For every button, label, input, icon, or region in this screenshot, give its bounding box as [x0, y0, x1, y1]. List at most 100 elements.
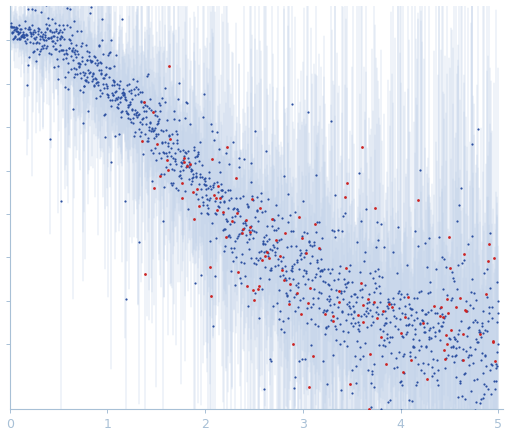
Point [389, 312, 398, 319]
Point [97, 66, 105, 73]
Point [486, 284, 494, 291]
Point [444, 351, 453, 358]
Point [318, 267, 326, 274]
Point [296, 251, 304, 258]
Point [111, 88, 119, 95]
Point [461, 396, 469, 403]
Point [296, 246, 304, 253]
Point [301, 281, 309, 288]
Point [461, 306, 469, 313]
Point [233, 205, 241, 212]
Point [371, 204, 379, 211]
Point [159, 184, 167, 191]
Point [390, 364, 398, 371]
Point [32, 40, 40, 47]
Point [410, 330, 418, 337]
Point [108, 90, 116, 97]
Point [169, 166, 178, 173]
Point [436, 313, 444, 320]
Point [291, 308, 299, 315]
Point [391, 323, 399, 329]
Point [350, 309, 358, 316]
Point [138, 88, 146, 95]
Point [281, 274, 290, 281]
Point [370, 360, 378, 367]
Point [166, 161, 175, 168]
Point [238, 250, 246, 257]
Point [359, 352, 367, 359]
Point [435, 327, 443, 334]
Point [95, 43, 103, 50]
Point [22, 39, 31, 46]
Point [435, 233, 443, 240]
Point [316, 268, 324, 275]
Point [47, 33, 55, 40]
Point [437, 323, 445, 329]
Point [481, 352, 489, 359]
Point [393, 411, 401, 418]
Point [195, 202, 203, 209]
Point [269, 242, 277, 249]
Point [271, 226, 279, 233]
Point [73, 28, 81, 35]
Point [389, 249, 397, 256]
Point [471, 317, 479, 324]
Point [311, 320, 319, 327]
Point [81, 76, 90, 83]
Point [275, 237, 283, 244]
Point [194, 195, 203, 202]
Point [386, 318, 394, 325]
Point [340, 275, 348, 282]
Point [202, 182, 210, 189]
Point [387, 410, 395, 417]
Point [259, 238, 267, 245]
Point [126, 116, 134, 123]
Point [68, 48, 76, 55]
Point [174, 96, 182, 103]
Point [307, 303, 315, 310]
Point [375, 342, 383, 349]
Point [154, 118, 162, 125]
Point [491, 357, 499, 364]
Point [364, 309, 372, 316]
Point [484, 257, 492, 264]
Point [401, 313, 409, 320]
Point [294, 284, 302, 291]
Point [484, 318, 492, 325]
Point [102, 64, 110, 71]
Point [190, 280, 199, 287]
Point [355, 328, 363, 335]
Point [318, 289, 326, 296]
Point [367, 322, 375, 329]
Point [109, 91, 117, 98]
Point [144, 135, 152, 142]
Point [409, 336, 417, 343]
Point [216, 168, 224, 175]
Point [74, 50, 82, 57]
Point [324, 265, 332, 272]
Point [10, 35, 18, 42]
Point [252, 254, 261, 261]
Point [324, 281, 332, 288]
Point [113, 103, 121, 110]
Point [350, 307, 358, 314]
Point [373, 314, 381, 321]
Point [448, 269, 456, 276]
Point [206, 194, 214, 201]
Point [309, 285, 318, 292]
Point [292, 243, 300, 250]
Point [57, 32, 65, 39]
Point [493, 279, 501, 286]
Point [146, 119, 154, 126]
Point [413, 379, 421, 386]
Point [286, 281, 294, 288]
Point [365, 298, 373, 305]
Point [17, 33, 25, 40]
Point [68, 44, 76, 51]
Point [277, 325, 285, 332]
Point [249, 287, 257, 294]
Point [420, 239, 429, 246]
Point [166, 0, 174, 3]
Point [180, 153, 188, 160]
Point [27, 30, 35, 37]
